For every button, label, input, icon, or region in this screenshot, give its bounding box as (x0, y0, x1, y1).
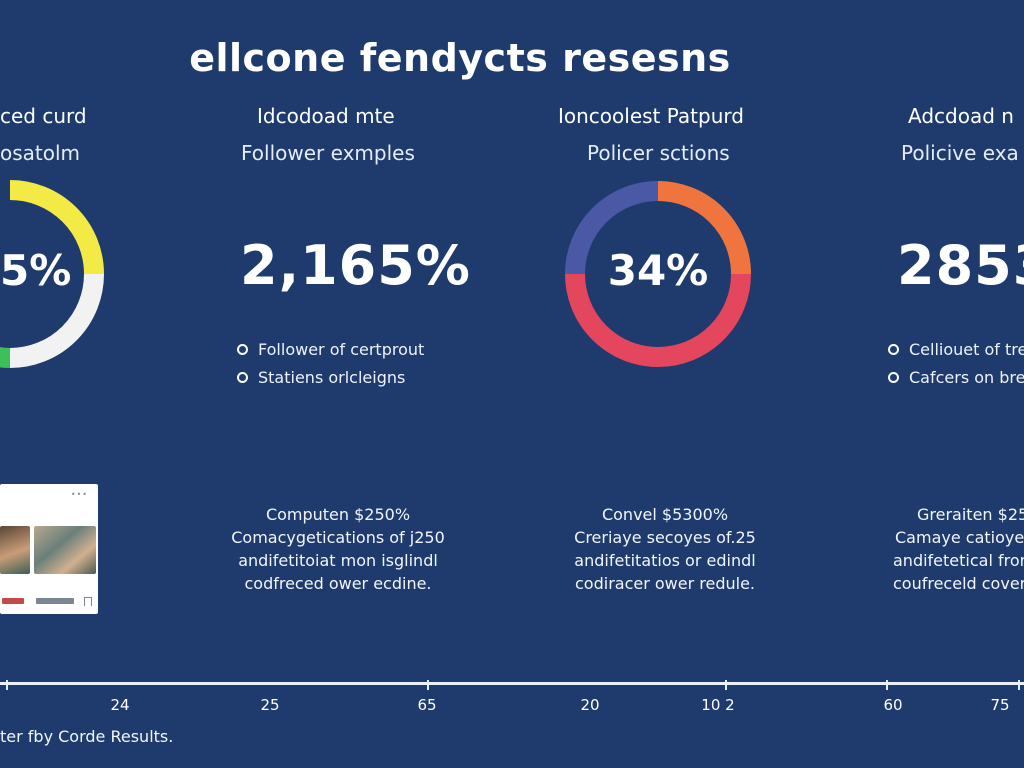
card-2-description: Computen $250% Comacygetications of j250… (228, 503, 448, 595)
card-4-desc-line-1: Greraiten $25 (917, 505, 1024, 524)
card-1-donut-segment-yellow (9, 180, 104, 275)
page-title: ellcone fendycts resesns (189, 36, 731, 80)
axis-tick-label: 60 (883, 696, 903, 714)
card-2-subheading: Follower exmples (241, 141, 415, 165)
card-4-bullet-2: Cafcers on bre (888, 368, 1024, 387)
card-3-heading: Ioncoolest Patpurd (558, 104, 744, 128)
card-3-value: 34% (607, 246, 709, 295)
card-3-desc-line-4: codiracer ower redule. (575, 574, 755, 593)
card-4-value: 2853 (897, 234, 1024, 297)
card-2-bullet-1-text: Follower of certprout (258, 340, 425, 359)
card-2-bullet-2-text: Statiens orlcleigns (258, 368, 406, 387)
photo-icon (0, 526, 30, 574)
card-1-thumbnail[interactable]: ••• (0, 484, 98, 614)
card-3-subheading: Policer sctions (587, 141, 730, 165)
axis-tick-label: 75 (990, 696, 1010, 714)
axis-tick (1018, 680, 1020, 690)
bullet-icon (237, 344, 248, 355)
card-1-heading: ced curd (0, 104, 87, 128)
card-4-desc-line-4: coufreceld cover (893, 574, 1024, 593)
card-4-subheading: Policive exa (901, 141, 1019, 165)
card-3-description: Convel $5300% Creriaye secoyes of.25 and… (560, 503, 770, 595)
card-2-value: 2,165% (240, 234, 471, 297)
timeline-axis (0, 682, 1024, 685)
card-2-desc-line-3: andifetitoiat mon isglindl (238, 551, 438, 570)
axis-tick-label: 24 (110, 696, 130, 714)
card-4-bullet-1-text: Celliouet of tre (909, 340, 1024, 359)
card-4-heading: Adcdoad n (908, 104, 1014, 128)
axis-tick (886, 680, 888, 690)
thumbnail-caption-bar (2, 598, 24, 604)
axis-tick (427, 680, 429, 690)
card-1-subheading: osatolm (0, 141, 81, 165)
axis-tick-label: 25 (260, 696, 280, 714)
card-4-desc-line-2: Camaye catioyes (895, 528, 1024, 547)
card-3-donut-segment-orange (657, 181, 751, 275)
card-1-donut-segment-green (0, 347, 11, 368)
card-3-donut-segment-indigo (565, 181, 659, 275)
axis-tick (725, 680, 727, 690)
photo-icon (34, 526, 96, 574)
card-4-bullet-2-text: Cafcers on bre (909, 368, 1024, 387)
card-3-desc-line-1: Convel $5300% (601, 505, 729, 524)
card-1-donut-segment-white (9, 273, 104, 368)
axis-tick-label: 10 2 (701, 696, 735, 714)
thumbnail-caption-bar (36, 598, 74, 604)
card-1-value: 5% (0, 246, 72, 295)
card-4-description: Greraiten $25 Camaye catioyes andifeteti… (893, 503, 1024, 595)
card-2-desc-line-1: Computen $250% (265, 505, 411, 524)
axis-tick (6, 680, 8, 690)
bullet-icon (237, 372, 248, 383)
footer-caption: ter fby Corde Results. (0, 727, 174, 746)
card-4-desc-line-3: andifetetical from (893, 551, 1024, 570)
card-3-desc-line-2: Creriaye secoyes of.25 (574, 528, 756, 547)
card-3-donut-chart (565, 181, 751, 367)
bullet-icon (888, 344, 899, 355)
card-3-donut-segment-red (565, 273, 751, 367)
card-1-donut-chart (0, 180, 104, 368)
bullet-icon (888, 372, 899, 383)
card-2-bullet-1: Follower of certprout (237, 340, 424, 359)
card-2-desc-line-4: codfreced ower ecdine. (244, 574, 432, 593)
card-3-desc-line-3: andifetitatios or edindl (574, 551, 756, 570)
bookmark-icon[interactable] (84, 597, 92, 606)
more-dots-icon[interactable]: ••• (70, 490, 88, 499)
card-4-bullet-1: Celliouet of tre (888, 340, 1024, 359)
axis-tick-label: 20 (580, 696, 600, 714)
axis-tick-label: 65 (417, 696, 437, 714)
card-2-desc-line-2: Comacygetications of j250 (231, 528, 445, 547)
card-2-bullet-2: Statiens orlcleigns (237, 368, 405, 387)
card-2-heading: Idcodoad mte (257, 104, 395, 128)
